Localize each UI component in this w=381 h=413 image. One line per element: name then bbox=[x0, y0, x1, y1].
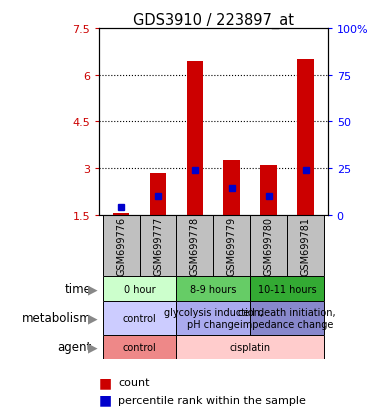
Bar bbox=[176, 335, 324, 359]
Bar bbox=[187, 62, 203, 215]
Text: GSM699779: GSM699779 bbox=[227, 216, 237, 275]
Text: 8-9 hours: 8-9 hours bbox=[190, 284, 237, 294]
Bar bbox=[260, 166, 277, 215]
Text: ▶: ▶ bbox=[88, 311, 97, 325]
Bar bbox=[176, 215, 213, 277]
Text: control: control bbox=[123, 313, 157, 323]
Bar bbox=[224, 161, 240, 215]
Text: GSM699777: GSM699777 bbox=[153, 216, 163, 275]
Text: percentile rank within the sample: percentile rank within the sample bbox=[118, 395, 306, 405]
Text: glycolysis induction,
pH change: glycolysis induction, pH change bbox=[164, 307, 263, 329]
Text: control: control bbox=[123, 342, 157, 352]
Bar bbox=[150, 173, 166, 215]
Title: GDS3910 / 223897_at: GDS3910 / 223897_at bbox=[133, 13, 294, 29]
Bar bbox=[139, 215, 176, 277]
Bar bbox=[250, 301, 324, 335]
Text: GSM699776: GSM699776 bbox=[116, 216, 126, 275]
Text: ▶: ▶ bbox=[88, 341, 97, 354]
Text: count: count bbox=[118, 377, 150, 387]
Text: time: time bbox=[64, 282, 91, 295]
Text: ▶: ▶ bbox=[88, 282, 97, 295]
Text: agent: agent bbox=[57, 341, 91, 354]
Text: cisplatin: cisplatin bbox=[230, 342, 271, 352]
Text: GSM699781: GSM699781 bbox=[301, 216, 311, 275]
Text: ■: ■ bbox=[99, 375, 112, 389]
Text: ■: ■ bbox=[99, 393, 112, 407]
Text: cell death initiation,
impedance change: cell death initiation, impedance change bbox=[238, 307, 336, 329]
Bar bbox=[250, 277, 324, 301]
Text: 0 hour: 0 hour bbox=[124, 284, 155, 294]
Bar bbox=[113, 214, 130, 215]
Bar bbox=[250, 215, 287, 277]
Text: metabolism: metabolism bbox=[22, 311, 91, 325]
Bar bbox=[103, 277, 176, 301]
Bar bbox=[213, 215, 250, 277]
Bar bbox=[176, 301, 250, 335]
Bar bbox=[103, 335, 176, 359]
Text: GSM699778: GSM699778 bbox=[190, 216, 200, 275]
Text: GSM699780: GSM699780 bbox=[264, 216, 274, 275]
Bar bbox=[297, 60, 314, 215]
Bar bbox=[176, 277, 250, 301]
Text: 10-11 hours: 10-11 hours bbox=[258, 284, 316, 294]
Bar bbox=[103, 215, 139, 277]
Bar bbox=[287, 215, 324, 277]
Bar bbox=[103, 301, 176, 335]
